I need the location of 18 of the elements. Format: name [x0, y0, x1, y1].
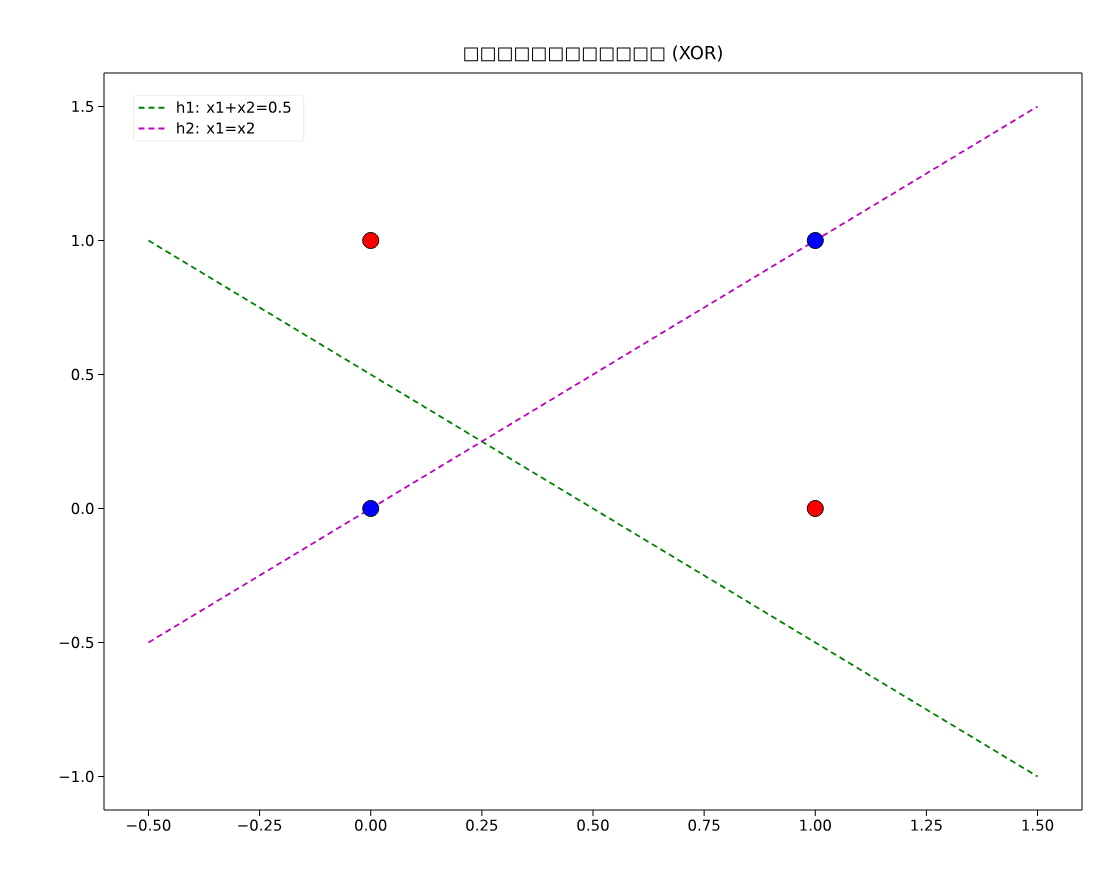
- y-tick-label: 0.5: [71, 368, 94, 381]
- y-tick-label: 0.0: [71, 502, 94, 515]
- x-tick-label: 0.75: [688, 819, 720, 831]
- x-tick-label: −0.50: [127, 819, 171, 831]
- x-tick-label: 1.50: [1022, 819, 1054, 831]
- x-tick-label: 0.00: [355, 819, 387, 831]
- x-tick-label: −0.25: [238, 819, 282, 831]
- x-tick-label: 1.00: [800, 819, 831, 831]
- x-tick-label: 1.25: [911, 819, 942, 831]
- legend-label: h1: x1+x2=0.5: [177, 101, 291, 113]
- y-tick-label: −1.0: [59, 770, 94, 783]
- x-tick-label: 0.50: [577, 819, 609, 831]
- legend-label: h2: x1=x2: [177, 122, 254, 134]
- y-tick-label: 1.5: [72, 100, 94, 113]
- x-tick-label: 0.25: [466, 819, 498, 831]
- chart-title: □□□□□□□□□□□□ (XOR): [464, 45, 722, 62]
- y-tick-label: 1.0: [72, 234, 94, 247]
- y-tick-label: −0.5: [59, 636, 94, 649]
